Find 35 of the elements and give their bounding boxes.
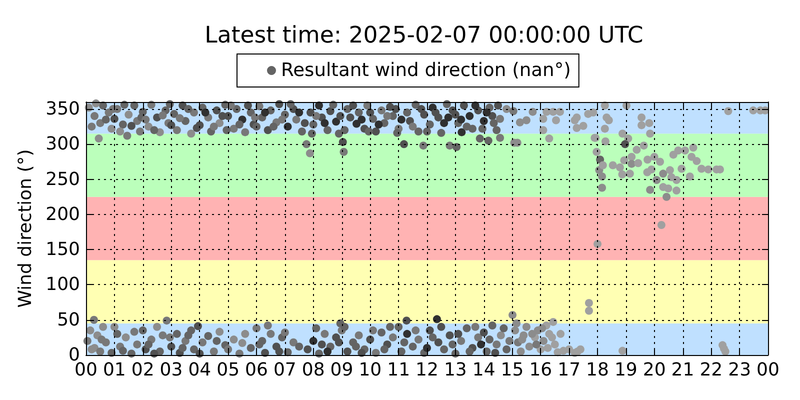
x-tick-label: 17 (558, 360, 581, 380)
x-tick-label: 03 (160, 360, 183, 380)
x-tick-label: 23 (728, 360, 752, 380)
y-tick-label: 150 (46, 239, 80, 260)
chart-title: Latest time: 2025-02-07 00:00:00 UTC (204, 22, 644, 48)
y-tick-label: 350 (46, 98, 80, 120)
x-tick-label: 19 (614, 360, 638, 380)
x-tick-label: 06 (245, 360, 268, 380)
x-tick-label: 13 (444, 360, 467, 380)
y-tick-label: 200 (46, 204, 80, 225)
x-tick-label: 09 (330, 360, 354, 380)
x-tick-label: 11 (387, 360, 410, 380)
x-tick-label: 20 (642, 360, 666, 380)
x-tick-label: 16 (529, 360, 552, 380)
y-tick-label: 300 (46, 134, 80, 155)
x-tick-label: 00 (74, 360, 98, 380)
x-tick-label: 05 (216, 360, 240, 380)
x-tick-label: 08 (302, 360, 325, 380)
x-tick-label: 04 (188, 360, 212, 380)
y-tick-label: 50 (57, 309, 80, 330)
y-tick-label: 250 (46, 168, 80, 190)
x-tick-label: 07 (273, 360, 296, 380)
y-axis-title: Wind direction (°) (15, 149, 36, 308)
x-tick-label: 02 (131, 360, 154, 380)
x-tick-label: 01 (102, 360, 126, 380)
x-tick-label: 14 (472, 360, 496, 380)
x-tick-label: 15 (500, 360, 524, 380)
x-tick-label: 22 (700, 360, 723, 380)
x-tick-label: 00 (756, 360, 780, 380)
x-tick-label: 10 (358, 360, 382, 380)
y-tick-label: 100 (46, 274, 80, 296)
legend-label: Resultant wind direction (nan°) (281, 60, 571, 81)
x-tick-label: 18 (586, 360, 609, 380)
x-tick-label: 21 (671, 360, 694, 380)
x-tick-label: 12 (416, 360, 438, 380)
